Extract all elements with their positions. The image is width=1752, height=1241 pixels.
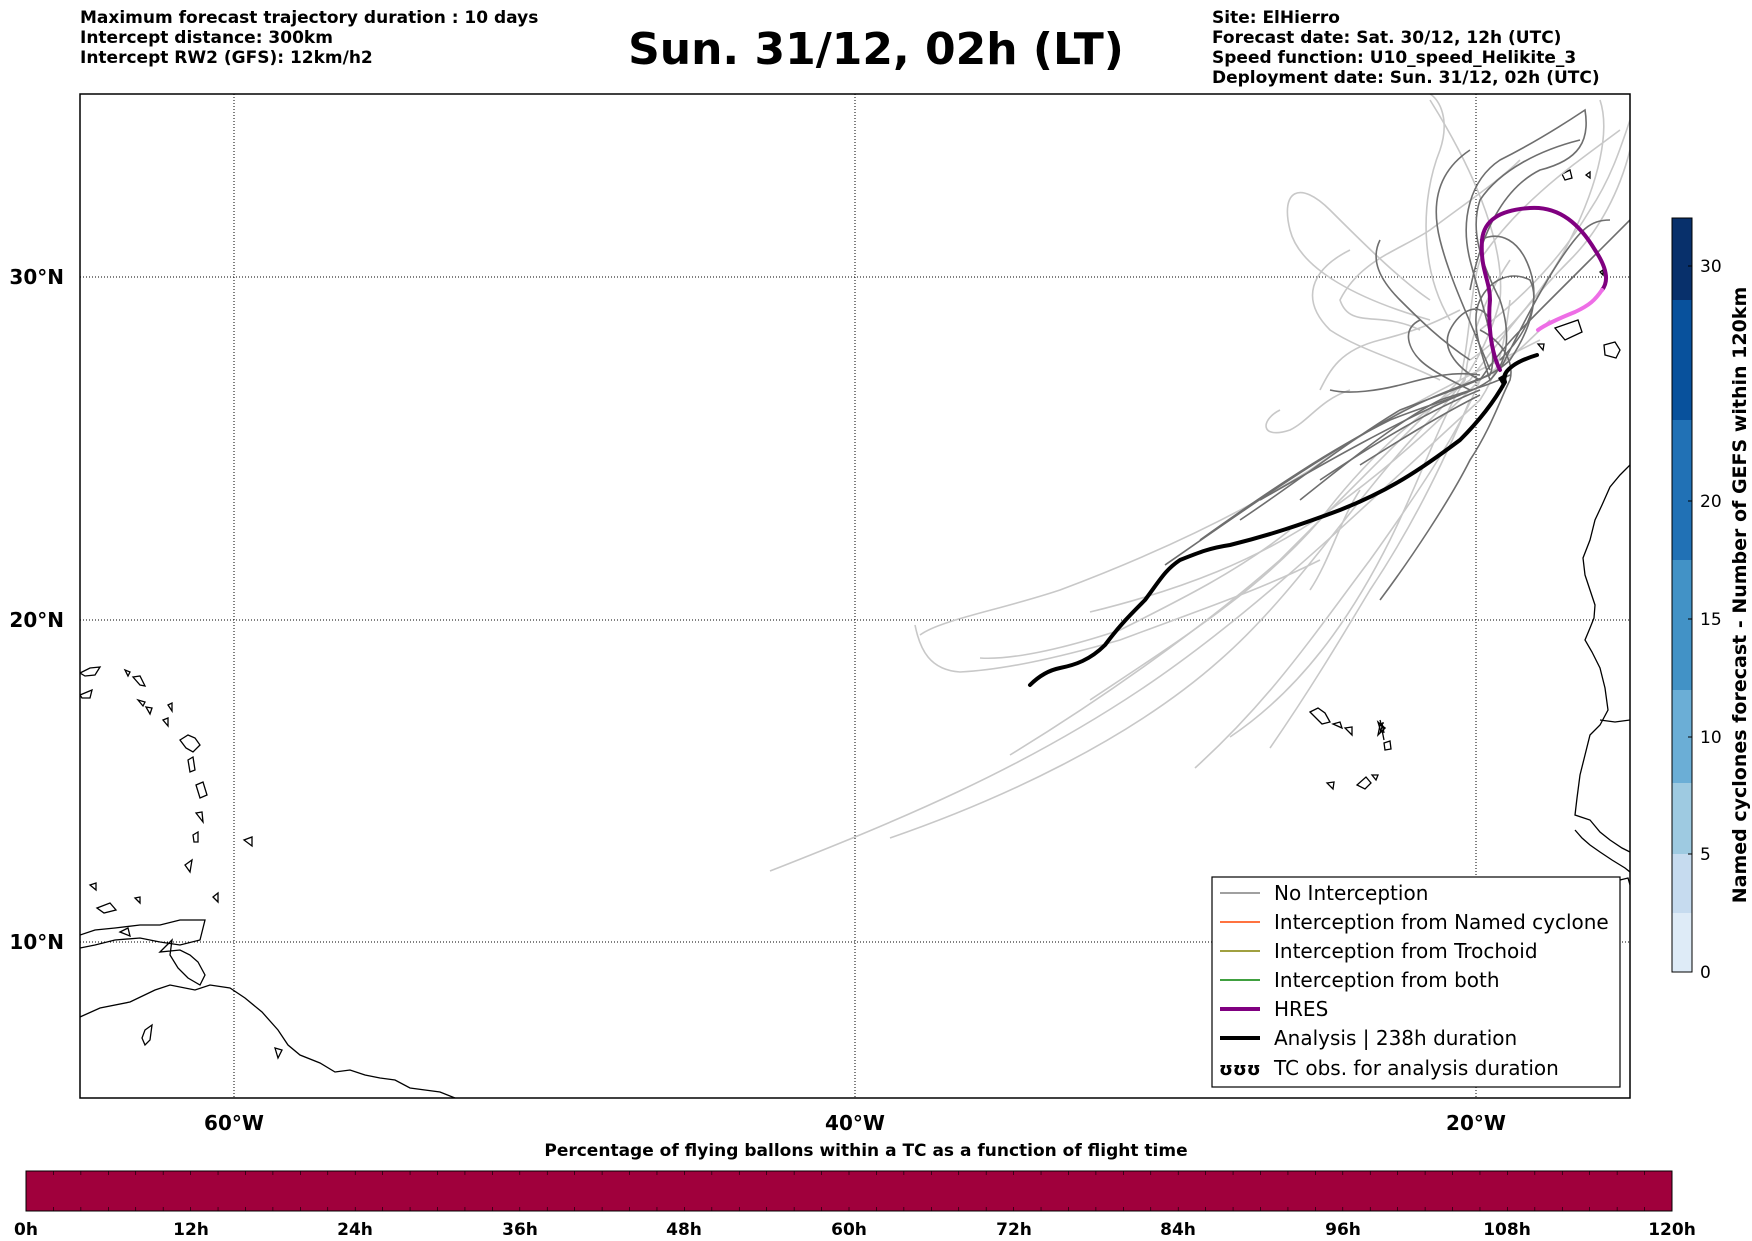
lon-label-60w: 60°W (204, 1111, 264, 1135)
timebar-tick-60h: 60h (831, 1220, 867, 1240)
legend-label-analysis: Analysis | 238h duration (1274, 1026, 1517, 1050)
analysis-end-marker (1498, 372, 1508, 388)
colorbar-right-label: Named cyclones forecast - Number of GEFS… (1729, 287, 1751, 904)
timebar-tick-36h: 36h (502, 1220, 538, 1240)
colorbar-tick-10: 10 (1700, 728, 1722, 748)
deployment-date-text: Deployment date: Sun. 31/12, 02h (UTC) (1212, 68, 1600, 88)
page-title: Sun. 31/12, 02h (LT) (628, 24, 1124, 75)
timebar-tick-120h: 120h (1648, 1220, 1696, 1240)
legend-label-named-cyclone: Interception from Named cyclone (1274, 910, 1609, 934)
timebar-tick-12h: 12h (173, 1220, 209, 1240)
site-text: Site: ElHierro (1212, 8, 1340, 28)
timebar-tick-72h: 72h (996, 1220, 1032, 1240)
colorbar-tick-30: 30 (1700, 257, 1722, 277)
lon-label-20w: 20°W (1446, 1111, 1506, 1135)
legend-label-hres: HRES (1274, 997, 1328, 1021)
intercept-distance-text: Intercept distance: 300km (80, 28, 333, 48)
lat-label-20n: 20°N (9, 608, 64, 632)
lon-label-40w: 40°W (825, 1111, 885, 1135)
legend-label-no-interception: No Interception (1274, 881, 1428, 905)
coastlines (80, 169, 1630, 1098)
analysis-trajectory (1028, 353, 1539, 687)
timebar-tick-0h: 0h (14, 1220, 38, 1240)
lat-label-10n: 10°N (9, 930, 64, 954)
colorbar-tick-5: 5 (1700, 845, 1711, 865)
ensemble-trajectories-light (769, 94, 1630, 872)
header-left: Maximum forecast trajectory duration : 1… (80, 8, 538, 68)
timebar-tick-48h: 48h (666, 1220, 702, 1240)
lat-label-30n: 30°N (9, 265, 64, 289)
colorbar-bottom: Percentage of flying ballons within a TC… (14, 1141, 1696, 1240)
legend-swatch-tc-obs: ʊʊʊ (1219, 1059, 1261, 1080)
intercept-rw2-text: Intercept RW2 (GFS): 12km/h2 (80, 48, 373, 68)
ensemble-trajectories-dark (1164, 108, 1630, 601)
legend-label-both: Interception from both (1274, 968, 1500, 992)
max-duration-text: Maximum forecast trajectory duration : 1… (80, 8, 539, 28)
speed-function-text: Speed function: U10_speed_Helikite_3 (1212, 48, 1577, 68)
legend: No Interception Interception from Named … (1211, 876, 1621, 1088)
timebar-tick-84h: 84h (1160, 1220, 1196, 1240)
map-axis-labels: 60°W 40°W 20°W 30°N 20°N 10°N (9, 265, 1506, 1135)
colorbar-bottom-title: Percentage of flying ballons within a TC… (544, 1141, 1187, 1161)
map-gridlines (80, 94, 1630, 1098)
legend-label-tc-obs: TC obs. for analysis duration (1273, 1056, 1559, 1080)
timebar-tick-24h: 24h (337, 1220, 373, 1240)
colorbar-tick-0: 0 (1700, 963, 1711, 983)
colorbar-right: 0 5 10 15 20 30 Named cyclones forecast … (1671, 217, 1751, 983)
timebar-tick-108h: 108h (1483, 1220, 1531, 1240)
header-right: Site: ElHierro Forecast date: Sat. 30/12… (1212, 8, 1600, 88)
colorbar-tick-20: 20 (1700, 492, 1722, 512)
timebar-tick-96h: 96h (1325, 1220, 1361, 1240)
forecast-date-text: Forecast date: Sat. 30/12, 12h (UTC) (1212, 28, 1562, 48)
map-frame (79, 93, 1631, 1099)
hres-trajectory (1479, 205, 1608, 372)
legend-label-trochoid: Interception from Trochoid (1274, 939, 1538, 963)
colorbar-tick-15: 15 (1700, 610, 1722, 630)
